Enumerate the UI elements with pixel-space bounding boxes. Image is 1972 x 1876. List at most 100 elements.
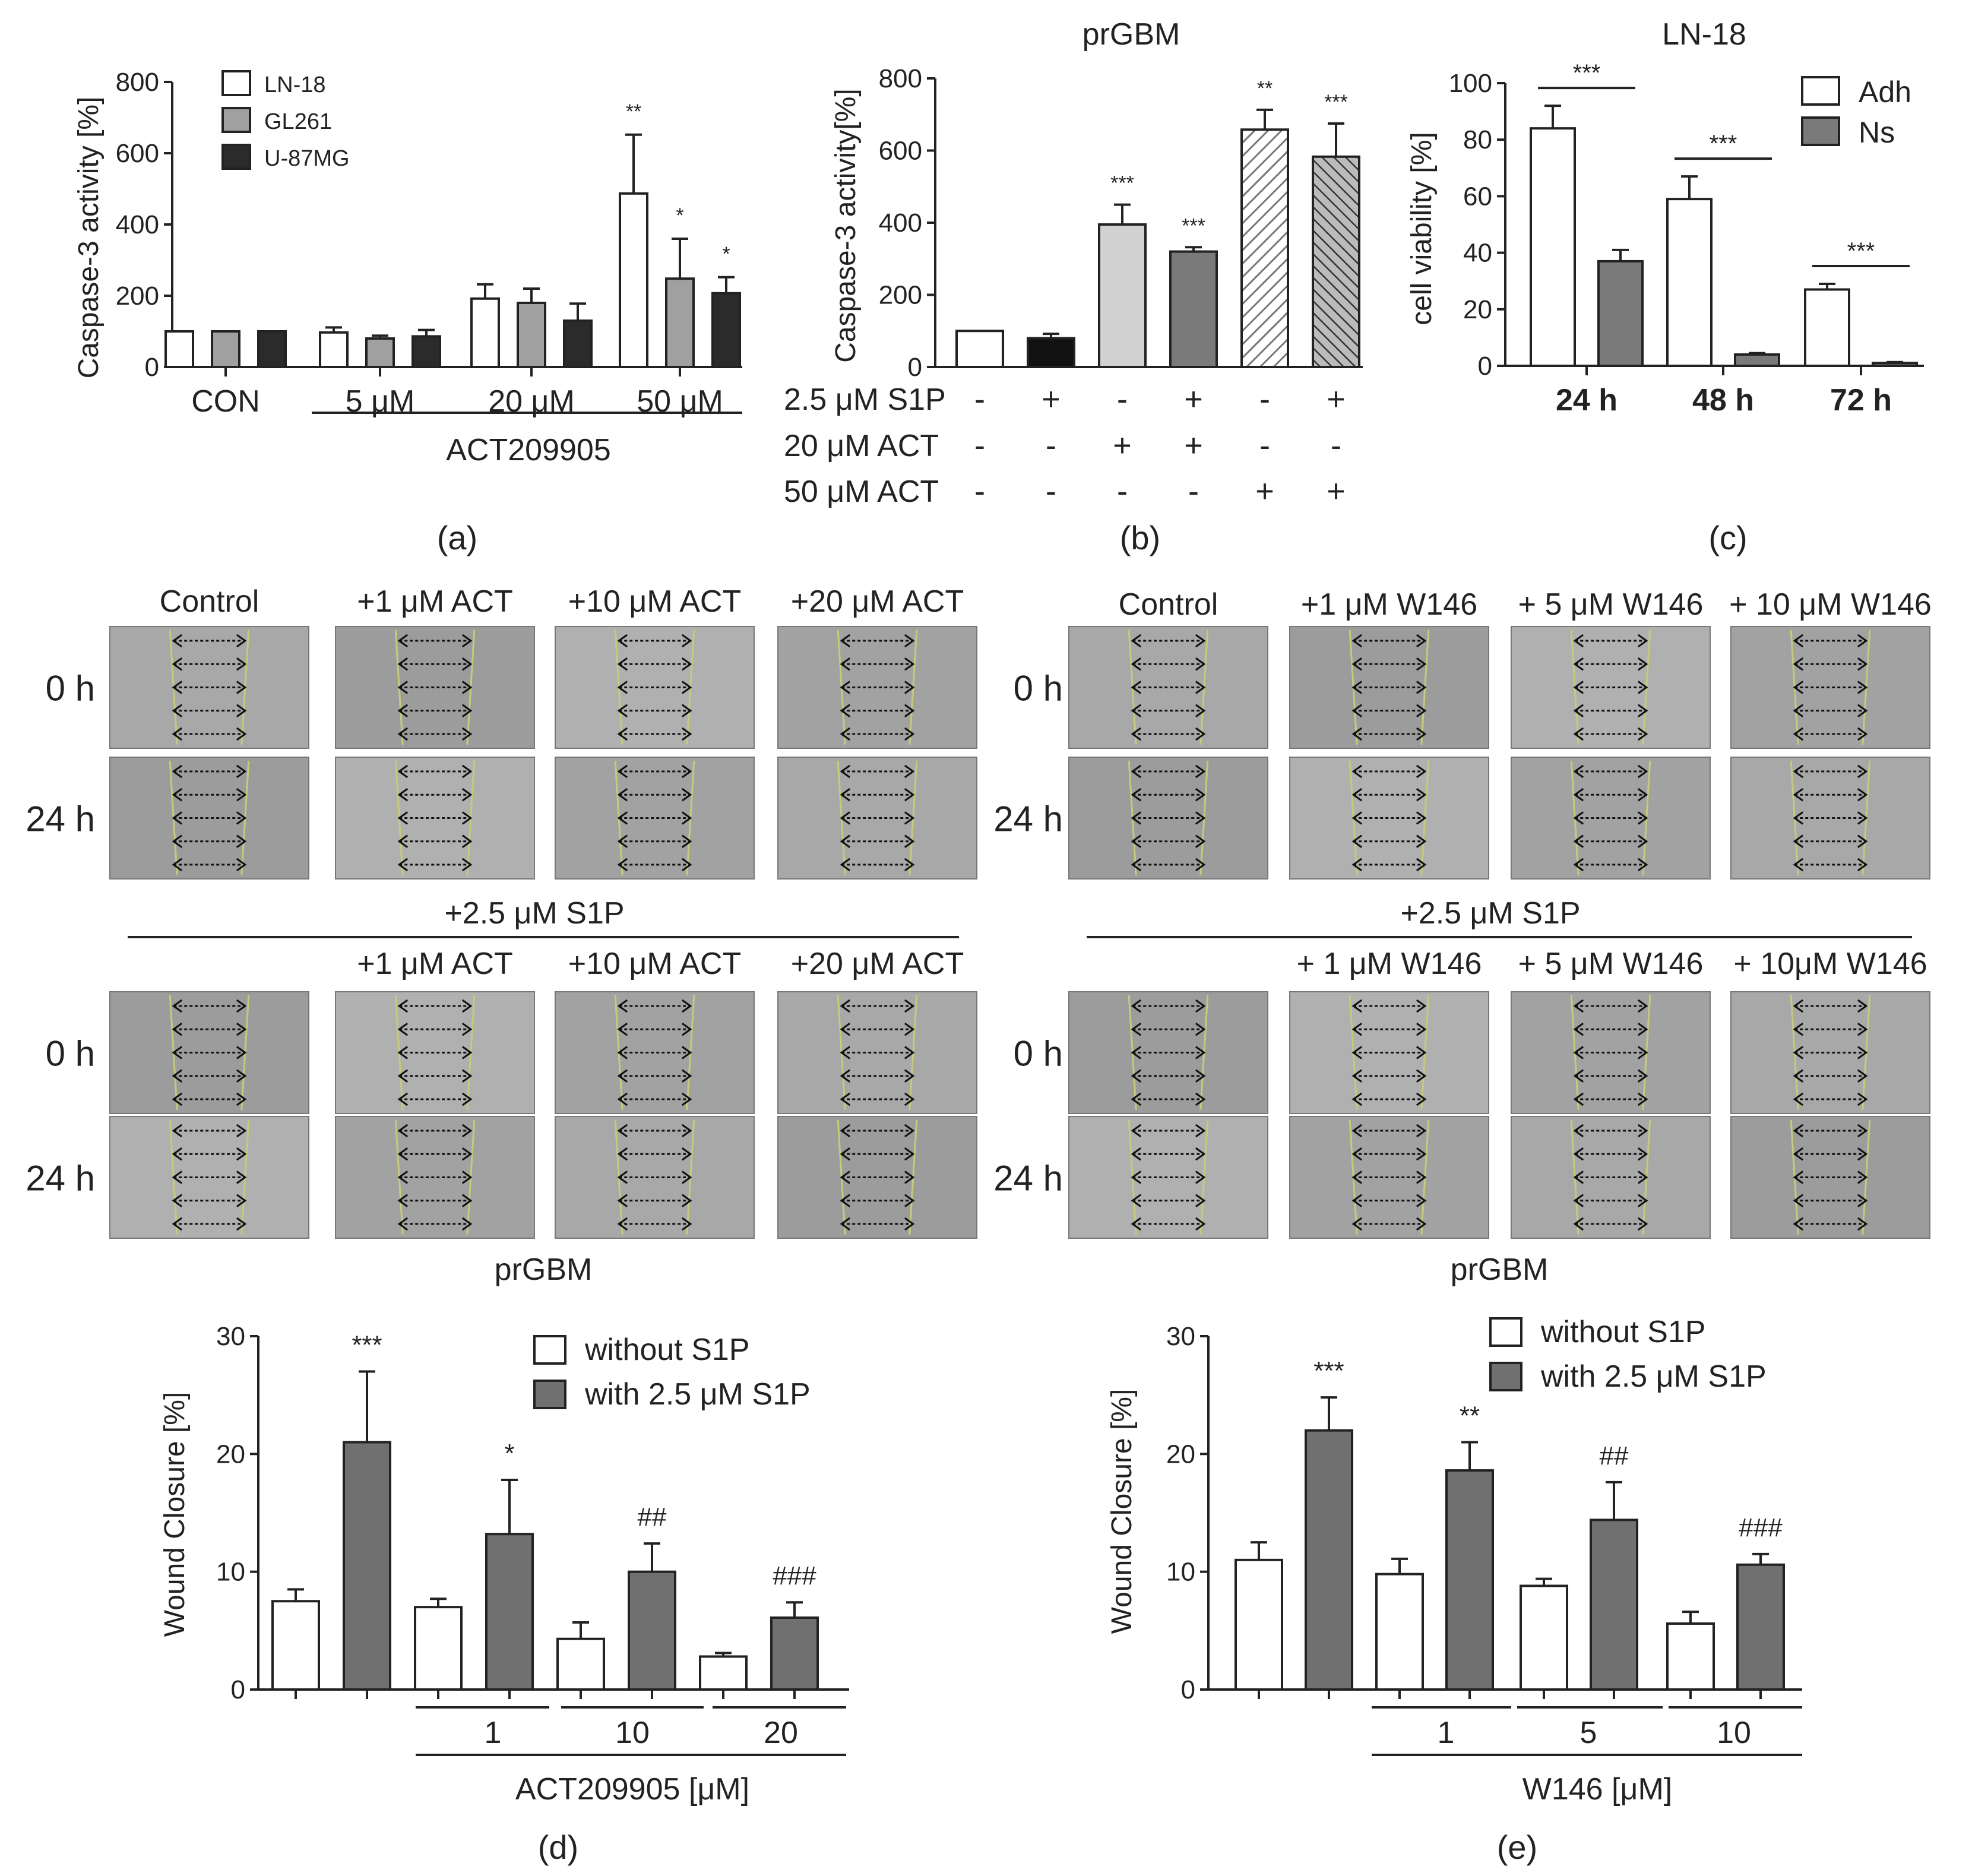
arrow-head-right: [1637, 834, 1648, 848]
panel-c-legend-swatch: [1801, 76, 1840, 106]
arrow-head-left: [1793, 681, 1804, 694]
arrow-head-right: [1416, 1217, 1427, 1231]
micrograph-background: [1289, 757, 1489, 880]
panel-d-dose-label: 20: [764, 1716, 798, 1750]
arrow-head-left: [617, 1046, 628, 1059]
arrow-head-left: [172, 727, 183, 741]
arrow-head-left: [1351, 1147, 1363, 1161]
arrow-head-left: [1573, 681, 1584, 694]
panel-d-ylabel: Wound Closure [%]: [159, 1392, 191, 1637]
arrow-head-right: [236, 704, 247, 717]
micrograph-image: [777, 991, 977, 1114]
micrograph-image: [555, 1116, 755, 1239]
arrow-head-right: [681, 1217, 692, 1231]
panel-a-legend-label: GL261: [264, 109, 332, 134]
arrow-head-right: [904, 999, 915, 1013]
arrow-head-left: [840, 634, 851, 648]
micrograph-background: [555, 1116, 755, 1239]
arrow-head-left: [397, 999, 409, 1013]
panel-c-ylabel: cell viability [%]: [1406, 132, 1438, 325]
arrow-head-left: [397, 657, 409, 671]
arrow-head-left: [1351, 634, 1363, 648]
micrograph-background: [1068, 757, 1268, 880]
arrow-head-right: [1195, 1194, 1206, 1207]
arrow-head-right: [1195, 1092, 1206, 1106]
micrograph-image: [555, 991, 755, 1114]
panel-c-y-tick-label: 0: [1478, 352, 1492, 381]
panel-e-bar-without-s1p: [1375, 1573, 1424, 1691]
micrograph-image: [109, 757, 309, 880]
arrow-head-left: [397, 1194, 409, 1207]
arrow-head-right: [904, 681, 915, 694]
micrograph-background: [1511, 991, 1711, 1114]
arrow-head-left: [172, 681, 183, 694]
micrograph-column-label: + 5 μM W146: [1518, 587, 1704, 622]
micrograph-background: [555, 757, 755, 880]
arrow-head-right: [236, 858, 247, 872]
arrow-head-left: [397, 834, 409, 848]
arrow-head-left: [1351, 858, 1363, 872]
arrow-head-left: [1573, 1092, 1584, 1106]
arrow-head-left: [1131, 788, 1142, 802]
arrow-head-left: [840, 834, 851, 848]
arrow-head-left: [397, 704, 409, 717]
arrow-head-right: [1857, 681, 1868, 694]
panel-b-ylabel: Caspase-3 activity[%]: [830, 88, 862, 363]
panel-e-significance: **: [1460, 1402, 1480, 1431]
micrograph-background: [1730, 991, 1930, 1114]
arrow-head-right: [461, 704, 473, 717]
arrow-head-left: [617, 657, 628, 671]
micrograph-background: [1511, 626, 1711, 749]
arrow-head-left: [1793, 1069, 1804, 1083]
panel-b-bar: [1169, 250, 1218, 368]
arrow-head-left: [1131, 1124, 1142, 1138]
arrow-head-right: [1195, 1170, 1206, 1184]
micrograph-column-label: +20 μM ACT: [791, 584, 964, 619]
arrow-head-right: [1416, 1046, 1427, 1059]
panel-b-condition-label: 50 μM ACT: [784, 474, 939, 509]
micrograph-column-label: +1 μM ACT: [357, 584, 513, 619]
arrow-head-right: [1195, 858, 1206, 872]
micrograph-image: [777, 626, 977, 749]
arrow-head-right: [1857, 811, 1868, 825]
arrow-head-right: [904, 657, 915, 671]
arrow-head-left: [1793, 1046, 1804, 1059]
panel-a-y-tick-label: 800: [116, 68, 159, 97]
arrow-head-right: [1637, 1124, 1648, 1138]
arrow-head-right: [461, 1023, 473, 1036]
arrow-head-right: [681, 1023, 692, 1036]
arrow-head-right: [1637, 1092, 1648, 1106]
arrow-head-left: [172, 764, 183, 779]
micrograph-image: [1730, 626, 1930, 749]
arrow-head-right: [1195, 1147, 1206, 1161]
arrow-head-right: [1416, 727, 1427, 741]
arrow-head-right: [1416, 764, 1427, 779]
arrow-head-right: [1195, 1217, 1206, 1231]
arrow-head-right: [1857, 834, 1868, 848]
arrow-head-right: [1195, 764, 1206, 779]
panel-e-bar-without-s1p: [1666, 1622, 1715, 1691]
arrow-head-left: [1573, 704, 1584, 717]
panel-b-condition-mark: -: [974, 381, 985, 417]
arrow-head-right: [1416, 704, 1427, 717]
micrograph-image: [1289, 1116, 1489, 1239]
arrow-head-right: [461, 1147, 473, 1161]
panel-a-bar-ln-18: [164, 330, 194, 368]
panel-d-caption: (d): [538, 1828, 578, 1866]
panel-e-bar-with-s1p: [1736, 1563, 1785, 1691]
arrow-head-left: [840, 1217, 851, 1231]
arrow-head-left: [617, 999, 628, 1013]
micrograph-grid-left: Control +1 μM ACT +10 μM ACT +20 μM ACT 0 h 2…: [26, 584, 977, 1287]
arrow-head-left: [1351, 681, 1363, 694]
arrow-head-right: [1637, 1147, 1648, 1161]
micrograph-background: [109, 757, 309, 880]
arrow-head-left: [1573, 1170, 1584, 1184]
panel-b-condition-label: 2.5 μM S1P: [784, 382, 946, 417]
arrow-head-left: [840, 1147, 851, 1161]
micrograph-image: [1511, 1116, 1711, 1239]
arrow-head-right: [904, 704, 915, 717]
arrow-head-right: [904, 834, 915, 848]
micrograph-column-label: + 5 μM W146: [1518, 947, 1704, 981]
micrograph-image: [1730, 757, 1930, 880]
arrow-head-left: [397, 788, 409, 802]
